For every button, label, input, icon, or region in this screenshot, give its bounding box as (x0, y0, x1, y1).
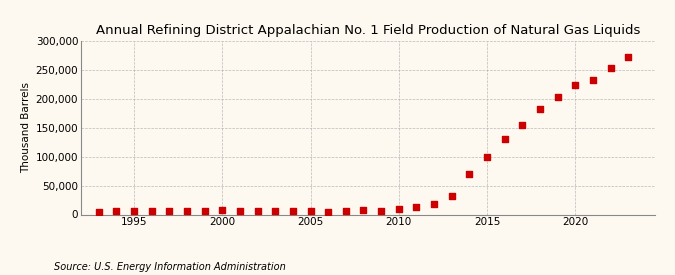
Point (128, 208, 139, 213)
Point (394, 207, 404, 211)
Point (429, 202, 439, 206)
Point (288, 209, 298, 213)
Point (270, 208, 281, 213)
Point (182, 209, 192, 213)
Point (552, 95, 563, 99)
Point (111, 209, 122, 213)
Point (234, 208, 245, 213)
Point (517, 123, 528, 127)
Point (464, 172, 475, 176)
Text: Source: U.S. Energy Information Administration: Source: U.S. Energy Information Administ… (54, 262, 286, 272)
Point (482, 155, 493, 159)
Point (323, 210, 333, 214)
Point (164, 208, 175, 213)
Point (340, 209, 351, 213)
Point (605, 66, 616, 71)
Point (376, 209, 387, 213)
Point (199, 208, 210, 213)
Point (446, 194, 457, 198)
Title: Annual Refining District Appalachian No. 1 Field Production of Natural Gas Liqui: Annual Refining District Appalachian No.… (96, 24, 640, 37)
Point (535, 107, 545, 111)
Point (358, 208, 369, 213)
Point (217, 208, 227, 213)
Point (252, 209, 263, 213)
Point (623, 55, 634, 60)
Y-axis label: Thousand Barrels: Thousand Barrels (22, 82, 32, 173)
Point (411, 205, 422, 209)
Point (93, 210, 104, 214)
Point (500, 137, 510, 142)
Point (146, 209, 157, 213)
Point (570, 82, 580, 87)
Point (305, 209, 316, 213)
Point (587, 78, 598, 82)
